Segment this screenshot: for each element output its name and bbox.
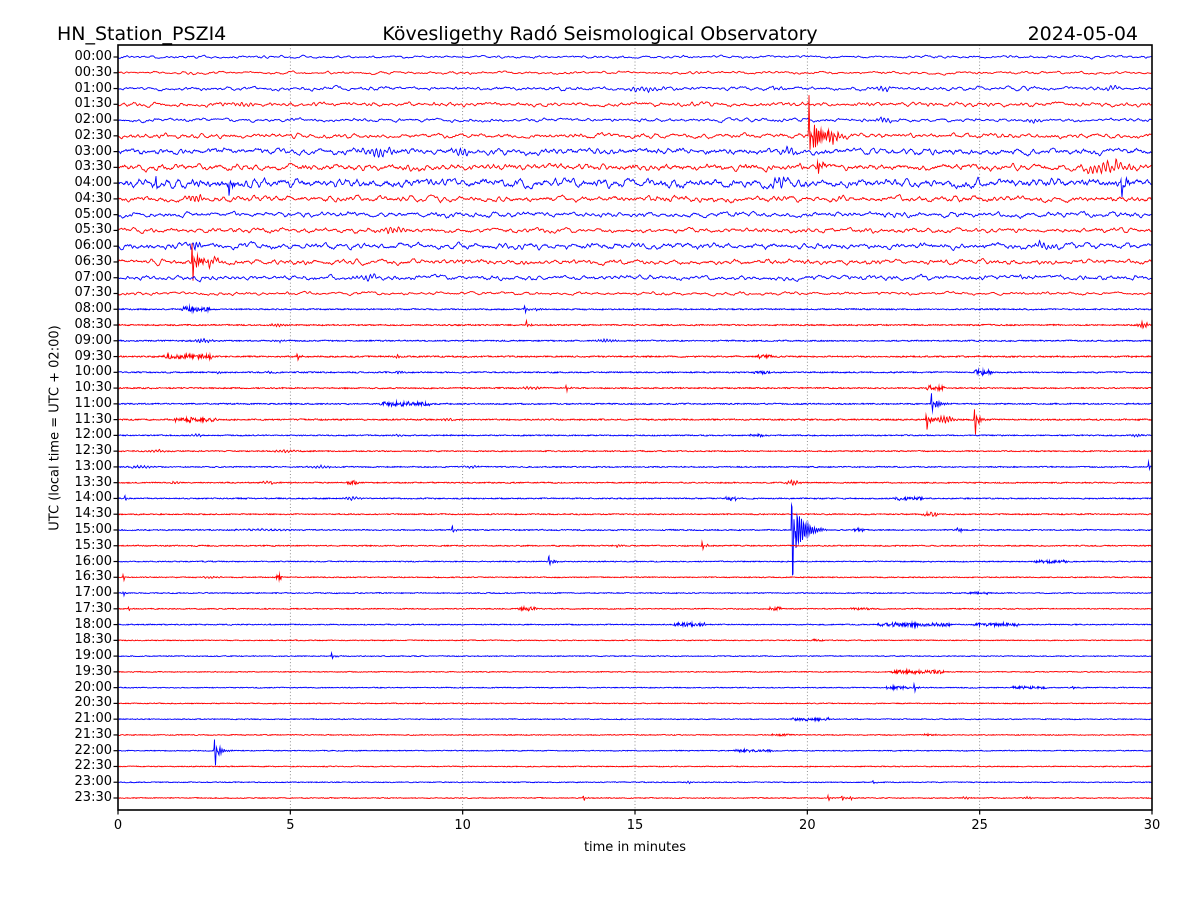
y-tick-label: 23:00 [74,774,112,790]
x-tick-label: 10 [454,818,471,833]
y-tick-label: 01:30 [74,96,112,112]
y-tick-label: 23:30 [74,790,112,805]
y-tick-label: 11:30 [74,411,112,427]
y-tick-label: 08:30 [74,317,112,333]
x-tick-label: 30 [1143,818,1161,833]
y-tick-label: 13:00 [74,458,112,474]
y-tick-label: 07:00 [74,269,112,285]
y-tick-label: 01:00 [74,80,112,96]
y-tick-label: 21:30 [74,726,112,742]
y-tick-label: 17:30 [74,600,112,616]
y-tick-label: 18:30 [74,632,112,648]
y-tick-label: 16:30 [74,569,112,585]
y-tick-label: 07:30 [74,285,112,301]
y-tick-label: 00:00 [74,49,112,64]
y-tick-label: 10:00 [74,364,112,380]
y-tick-label: 03:00 [74,143,112,159]
y-tick-label: 09:00 [74,332,112,348]
y-tick-label: 20:30 [74,695,112,711]
y-tick-label: 14:30 [74,506,112,522]
y-tick-label: 04:00 [74,175,112,191]
y-tick-label: 21:00 [74,711,112,727]
x-tick-label: 20 [799,818,816,833]
y-tick-label: 14:00 [74,490,112,506]
y-tick-label: 12:00 [74,427,112,443]
x-tick-label: 15 [626,818,644,833]
x-tick-label: 5 [286,818,295,833]
y-tick-label: 09:30 [74,348,112,364]
y-tick-label: 22:30 [74,758,112,774]
y-tick-label: 13:30 [74,474,112,490]
date-title: 2024-05-04 [1027,23,1138,45]
y-tick-label: 03:30 [74,159,112,175]
y-tick-label: 02:00 [74,112,112,128]
y-tick-label: 19:00 [74,648,112,664]
y-tick-label: 08:00 [74,301,112,317]
y-tick-label: 02:30 [74,127,112,143]
x-tick-label: 0 [113,818,123,833]
y-tick-label: 22:00 [74,742,112,758]
y-tick-label: 17:00 [74,585,112,601]
y-tick-label: 04:30 [74,190,112,206]
y-tick-label: 19:30 [74,663,112,679]
y-tick-label: 06:30 [74,253,112,269]
y-tick-label: 15:00 [74,521,112,537]
y-tick-label: 00:30 [74,64,112,80]
x-tick-label: 25 [971,818,988,833]
station-title: HN_Station_PSZI4 [57,23,227,45]
y-tick-label: 15:30 [74,537,112,553]
y-tick-label: 11:00 [74,395,112,411]
y-tick-label: 05:30 [74,222,112,238]
y-tick-label: 20:00 [74,679,112,695]
x-axis-label: time in minutes [583,840,687,855]
y-tick-label: 05:00 [74,206,112,222]
y-tick-label: 12:30 [74,443,112,459]
observatory-title: Kövesligethy Radó Seismological Observat… [382,23,818,45]
y-tick-label: 18:00 [74,616,112,632]
y-tick-label: 16:00 [74,553,112,569]
y-tick-label: 06:00 [74,238,112,254]
y-tick-label: 10:30 [74,380,112,396]
